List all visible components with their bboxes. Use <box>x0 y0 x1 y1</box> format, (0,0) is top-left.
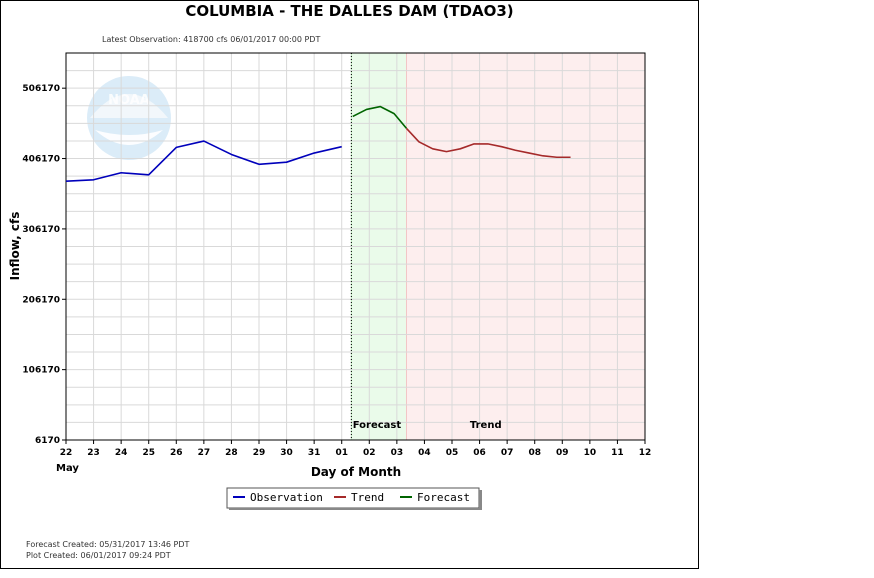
y-axis-ticks: 6170 106170 206170 306170 406170 506170 <box>22 84 66 446</box>
plot-created: Plot Created: 06/01/2017 09:24 PDT <box>26 551 171 560</box>
plot-area-border <box>65 52 646 441</box>
legend: Observation Trend Forecast <box>226 487 482 510</box>
y-tick-label: 6170 <box>35 436 60 446</box>
x-tick-label: 09 <box>556 448 569 458</box>
x-tick-label: 06 <box>473 448 486 458</box>
series-observation <box>65 140 342 182</box>
svg-text:NOAA: NOAA <box>108 93 150 108</box>
x-tick-label: 25 <box>142 448 155 458</box>
x-tick-label: 23 <box>87 448 100 458</box>
series-trend <box>405 127 571 159</box>
x-tick-label: 27 <box>198 448 211 458</box>
x-tick-label: 24 <box>115 448 128 458</box>
legend-label-forecast: Forecast <box>417 491 470 504</box>
y-tick-label: 506170 <box>22 84 60 94</box>
x-tick-label: 04 <box>418 448 431 458</box>
region-label-forecast: Forecast <box>353 420 402 431</box>
region-label-trend: Trend <box>470 420 502 431</box>
x-tick-label: 12 <box>639 448 652 458</box>
x-tick-label: 03 <box>391 448 404 458</box>
legend-label-trend: Trend <box>351 491 384 504</box>
x-tick-label: 05 <box>446 448 459 458</box>
x-tick-label: 02 <box>363 448 376 458</box>
x-tick-label: 26 <box>170 448 183 458</box>
series-forecast <box>352 105 408 129</box>
x-tick-label: 10 <box>584 448 597 458</box>
y-tick-label: 106170 <box>22 366 60 376</box>
series-layer <box>65 105 571 182</box>
chart-title: COLUMBIA - THE DALLES DAM (TDAO3) <box>185 2 514 20</box>
x-tick-label: 01 <box>335 448 348 458</box>
x-tick-label: 30 <box>280 448 293 458</box>
x-axis-ticks: 22 23 24 25 26 27 28 29 30 31 01 02 03 04 05 06 07 08 09 10… <box>60 440 652 458</box>
plot-border <box>65 52 646 441</box>
y-tick-label: 306170 <box>22 225 60 235</box>
legend-label-observation: Observation <box>250 491 323 504</box>
x-tick-label: 08 <box>528 448 541 458</box>
forecast-created: Forecast Created: 05/31/2017 13:46 PDT <box>26 540 190 549</box>
x-tick-label: 07 <box>501 448 514 458</box>
region-labels: Forecast Trend <box>353 420 502 431</box>
y-tick-label: 206170 <box>22 295 60 305</box>
latest-observation: Latest Observation: 418700 cfs 06/01/201… <box>102 35 321 44</box>
chart-frame <box>0 0 699 569</box>
x-tick-label: 31 <box>308 448 321 458</box>
y-tick-label: 406170 <box>22 155 60 165</box>
x-tick-label: 22 <box>60 448 73 458</box>
x-axis-label: Day of Month <box>311 465 401 479</box>
x-month-label: May <box>56 463 79 474</box>
x-tick-label: 29 <box>253 448 266 458</box>
y-axis-label: Inflow, cfs <box>8 212 22 281</box>
x-tick-label: 11 <box>611 448 624 458</box>
x-tick-label: 28 <box>225 448 238 458</box>
